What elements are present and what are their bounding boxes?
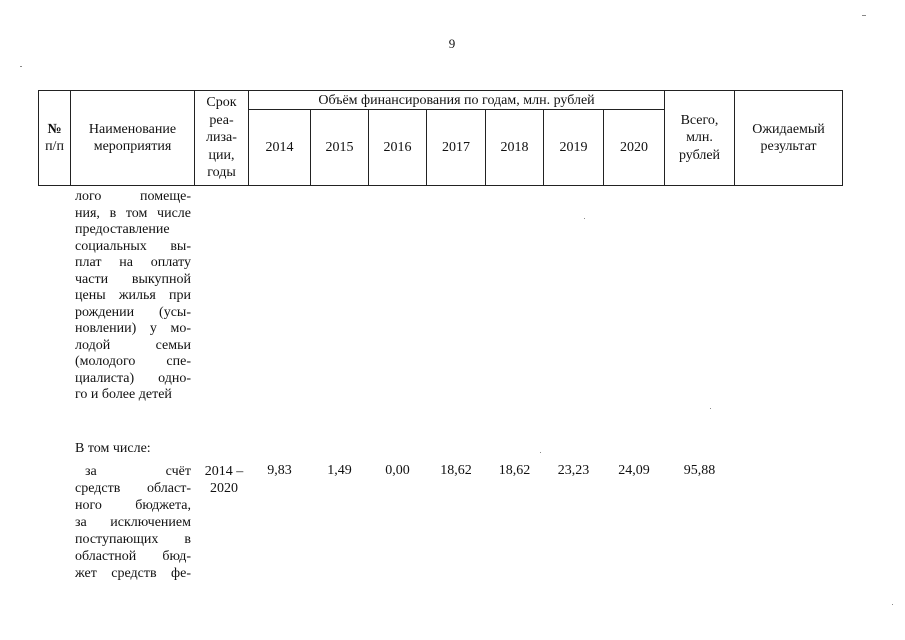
description-line: лого помеще- [75,189,191,204]
header-col-result-line: результат [760,139,817,154]
value-2018: 18,62 [498,463,531,478]
header-year-2015: 2015 [325,140,354,155]
header-col-number-symbol: № [47,122,62,137]
row-term: 2014 – 2020 [196,463,252,497]
scan-speck [710,408,711,409]
divider-year [603,109,604,186]
scan-speck [892,604,893,605]
divider-year [426,109,427,186]
divider-funding-title [248,109,665,110]
divider-total-result [734,90,735,186]
description-line: (молодого спе- [75,354,191,369]
divider-year [368,109,369,186]
header-border-right [842,90,843,186]
header-col-term-line: лиза- [206,130,237,146]
description-line: плат на оплату [75,255,191,270]
description-line: циалиста) одно- [75,370,191,386]
table-header: № п/п Наименование мероприятия Срок реа-… [38,90,843,186]
row-name-line: за исключением [75,515,191,530]
row-name-line: ного бюджета, [75,498,191,513]
header-year-2014: 2014 [265,140,294,155]
description-line: цены жилья при [75,288,191,303]
header-col-result: Ожидаемый результат [735,91,842,185]
header-col-number-abbr: п/п [45,139,64,154]
value-total: 95,88 [683,463,716,478]
value-2016: 0,00 [385,463,410,478]
header-col-total-line: Всего, [680,112,719,128]
header-col-name-line: мероприятия [93,139,172,154]
description-line: ния, в том числе [75,205,191,221]
value-2017: 18,62 [440,463,472,478]
row-name-line: поступающих в [75,532,191,547]
scan-speck [584,218,585,219]
header-year-2016: 2016 [383,140,412,155]
continued-description: лого помеще- ния, в том числе предоставл… [75,189,191,404]
scan-speck [540,452,541,453]
header-col-name: Наименование мероприятия [71,91,194,185]
header-col-term-line: годы [207,165,236,181]
header-col-total-line: млн. [686,130,713,146]
description-line: социальных вы- [75,238,191,254]
header-year-2017: 2017 [442,140,470,155]
scan-speck [20,66,22,67]
header-year-2019: 2019 [559,140,588,155]
header-col-total: Всего, млн. рублей [665,91,734,185]
scan-speck [862,15,866,16]
value-2014: 9,83 [267,463,292,478]
description-line: го и более детей [75,387,172,402]
divider-year [485,109,486,186]
row-term-end: 2020 [210,481,238,496]
row-name-line: жет средств фе- [75,566,191,581]
divider-name-term [194,90,195,186]
header-year-2020: 2020 [620,140,648,155]
row-name-line: областной бюд- [75,549,191,564]
header-col-term-line: ции, [208,147,235,163]
header-border-top [38,90,843,91]
description-line: части выкупной [75,271,191,287]
header-col-result-line: Ожидаемый [752,122,825,137]
divider-year [310,109,311,186]
divider-funding-total [664,90,665,186]
description-line: лодой семьи [75,337,191,353]
header-border-bottom [38,185,843,186]
including-label: В том числе: [75,441,151,456]
header-col-number: № п/п [39,91,70,185]
header-col-total-line: рублей [678,147,721,163]
divider-year [543,109,544,186]
header-col-term: Срок реа- лиза- ции, годы [195,91,248,185]
page-number: 9 [448,36,456,51]
header-col-term-line: реа- [209,112,234,128]
description-line: рождении (усы- [75,304,191,320]
header-col-name-line: Наименование [88,122,177,137]
value-2019: 23,23 [557,463,590,478]
value-2020: 24,09 [618,463,650,478]
row-name-regional-budget: за счёт средств област- ного бюджета, за… [75,463,191,582]
value-2015: 1,49 [327,463,352,478]
description-line: новлении) у мо- [75,321,191,336]
row-name-line: за счёт [85,464,191,479]
header-year-2018: 2018 [500,140,529,155]
header-funding-title: Объём финансирования по годам, млн. рубл… [318,92,595,108]
divider-no-name [70,90,71,186]
divider-term-funding [248,90,249,186]
description-line: предоставление [75,222,170,237]
row-name-line: средств област- [75,481,191,496]
row-term-start: 2014 – [204,464,244,479]
header-border-left [38,90,39,186]
header-col-term-line: Срок [206,95,237,111]
